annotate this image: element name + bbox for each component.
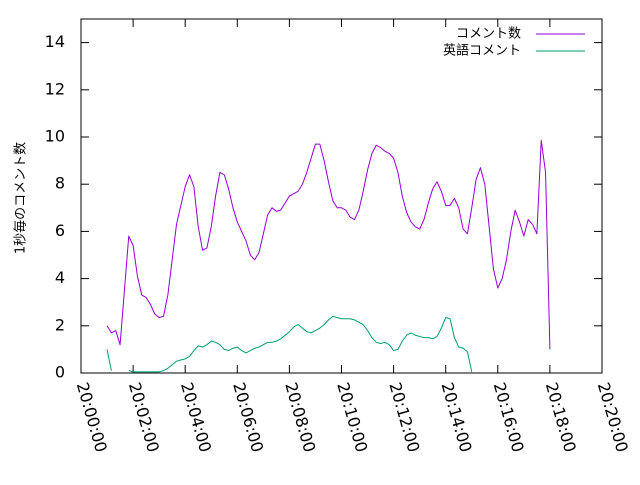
x-tick-label: 20:16:00 — [490, 380, 528, 454]
series-line-1 — [106, 315, 473, 373]
y-tick-label: 6 — [55, 221, 65, 240]
y-tick-label: 2 — [55, 315, 65, 334]
y-tick-label: 12 — [45, 79, 65, 98]
plot-border — [80, 18, 603, 374]
x-tick-label: 20:14:00 — [438, 380, 476, 454]
series-lines — [106, 140, 551, 373]
y-ticks: 0 2 4 6 8 10 12 14 — [45, 32, 602, 382]
y-tick-label: 10 — [45, 127, 65, 146]
x-tick-label: 20:00:00 — [73, 380, 111, 454]
x-tick-label: 20:04:00 — [177, 380, 215, 454]
y-tick-label: 14 — [45, 32, 65, 51]
x-tick-label: 20:18:00 — [542, 380, 580, 454]
x-tick-label: 20:02:00 — [125, 380, 163, 454]
series-line-0 — [106, 140, 551, 350]
plot-frame — [80, 18, 603, 374]
legend-label-1: 英語コメント — [443, 43, 521, 59]
x-tick-label: 20:08:00 — [281, 380, 319, 454]
y-tick-label: 0 — [55, 363, 65, 382]
x-ticks: 20:00:00 20:02:00 20:04:00 20:06:00 20:08:00… — [73, 19, 632, 454]
x-tick-label: 20:20:00 — [594, 380, 632, 454]
x-tick-label: 20:12:00 — [385, 380, 423, 454]
y-tick-label: 4 — [55, 268, 65, 287]
x-tick-label: 20:06:00 — [229, 380, 267, 454]
y-axis-label: 1秒毎のコメント数 — [13, 142, 29, 254]
y-tick-label: 8 — [55, 174, 65, 193]
legend-label-0: コメント数 — [456, 27, 521, 42]
x-tick-label: 20:10:00 — [333, 380, 371, 454]
